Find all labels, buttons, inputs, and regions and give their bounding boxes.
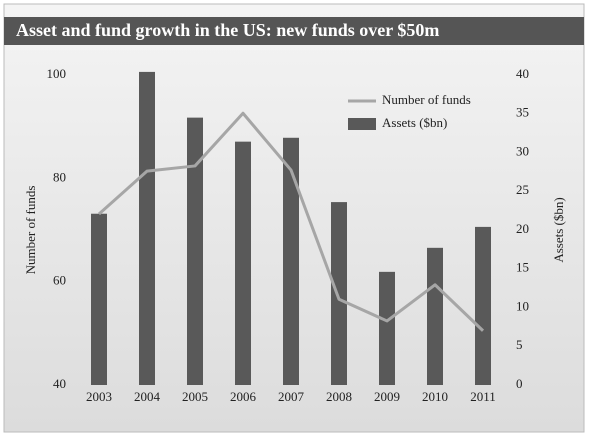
line bbox=[98, 111, 485, 332]
y2-tick-label: 5 bbox=[516, 337, 523, 352]
x-tick-label: 2006 bbox=[230, 389, 257, 404]
x-tick-label: 2005 bbox=[182, 389, 208, 404]
y-tick-label: 80 bbox=[53, 169, 66, 184]
x-tick-label: 2004 bbox=[134, 389, 161, 404]
bar bbox=[187, 117, 203, 385]
y2-tick-label: 25 bbox=[516, 182, 529, 197]
chart-title: Asset and fund growth in the US: new fun… bbox=[16, 20, 439, 40]
bar bbox=[475, 226, 491, 385]
y2-tick-label: 40 bbox=[516, 66, 529, 81]
x-tick-label: 2007 bbox=[278, 389, 305, 404]
y2-tick-label: 15 bbox=[516, 260, 529, 275]
y2-tick-label: 10 bbox=[516, 298, 529, 313]
x-tick-label: 2008 bbox=[326, 389, 352, 404]
legend-label: Assets ($bn) bbox=[382, 115, 447, 130]
x-tick-label: 2003 bbox=[86, 389, 112, 404]
x-tick-label: 2011 bbox=[470, 389, 496, 404]
bar bbox=[235, 141, 251, 385]
y2-axis-title: Assets ($bn) bbox=[551, 197, 566, 262]
y2-tick-label: 35 bbox=[516, 105, 529, 120]
y-tick-label: 60 bbox=[53, 273, 66, 288]
x-tick-label: 2010 bbox=[422, 389, 448, 404]
y-tick-label: 100 bbox=[47, 66, 67, 81]
bar bbox=[427, 247, 443, 385]
title-bar bbox=[4, 17, 584, 45]
bar bbox=[331, 202, 347, 385]
y2-tick-label: 30 bbox=[516, 143, 529, 158]
x-tick-label: 2009 bbox=[374, 389, 400, 404]
y2-tick-label: 20 bbox=[516, 221, 529, 236]
bar bbox=[139, 71, 155, 386]
legend-label: Number of funds bbox=[382, 92, 471, 107]
y-tick-label: 40 bbox=[53, 376, 66, 391]
bar bbox=[283, 137, 299, 385]
y2-tick-label: 0 bbox=[516, 376, 523, 391]
bar bbox=[91, 213, 107, 385]
legend-swatch bbox=[348, 118, 376, 130]
bar bbox=[379, 271, 395, 385]
y-axis-title: Number of funds bbox=[23, 186, 38, 275]
